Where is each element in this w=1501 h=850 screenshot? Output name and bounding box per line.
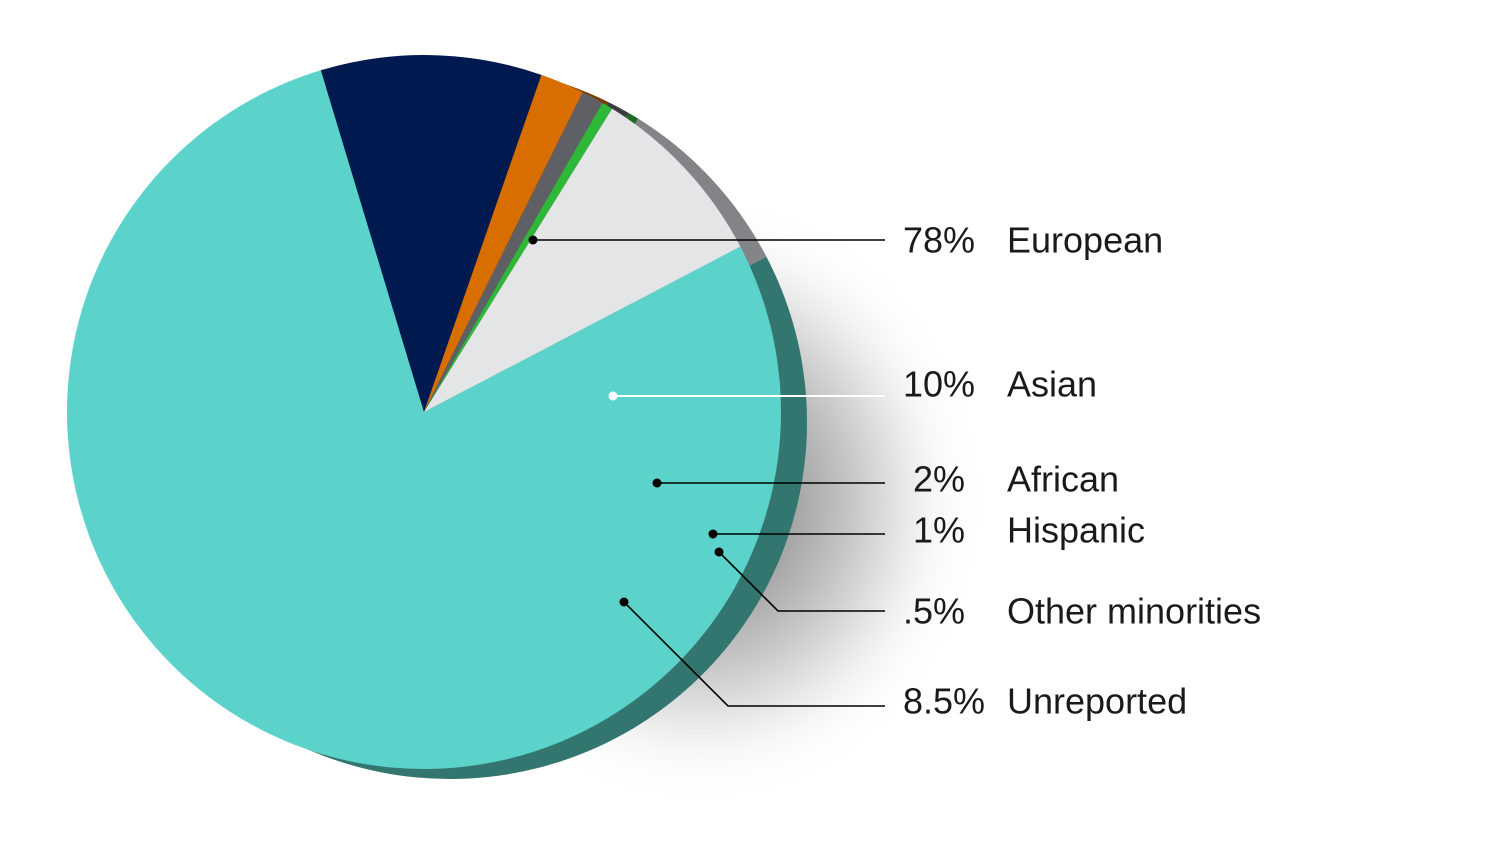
- label-layer: 78% European 10% Asian 2% African 1% Hispanic .5…: [903, 220, 1261, 722]
- leader-dot-african: [652, 478, 662, 488]
- pie-slice-layer: [66, 55, 781, 770]
- slice-value-label-hispanic: 1%: [913, 510, 965, 551]
- pie-slice-asian: [320, 55, 542, 413]
- leader-line-other-minorities: [718, 551, 885, 612]
- slice-category-label-european: European: [1007, 220, 1163, 261]
- slice-value-label-european: 78%: [903, 220, 975, 261]
- pie-slice-other-minorities: [424, 102, 613, 412]
- slice-category-label-hispanic: Hispanic: [1007, 510, 1145, 551]
- pie-slice-unreported: [424, 108, 741, 412]
- slice-category-label-african: African: [1007, 459, 1119, 500]
- slice-category-label-other-minorities: Other minorities: [1007, 591, 1261, 632]
- leader-dot-european: [528, 235, 538, 245]
- pie-slice-african: [424, 74, 583, 413]
- slice-category-label-asian: Asian: [1007, 364, 1097, 405]
- slice-value-label-other-minorities: .5%: [903, 591, 965, 632]
- slice-value-label-asian: 10%: [903, 364, 975, 405]
- leader-dot-asian: [608, 391, 618, 401]
- slice-category-label-unreported: Unreported: [1007, 681, 1187, 722]
- slice-value-label-african: 2%: [913, 459, 965, 500]
- pie-slice-hispanic: [424, 92, 603, 412]
- leader-dot-hispanic: [708, 529, 718, 539]
- leader-line-layer: [528, 235, 885, 707]
- slice-value-label-unreported: 8.5%: [903, 681, 985, 722]
- leader-line-unreported: [623, 601, 885, 707]
- leader-dot-other-minorities: [714, 547, 724, 557]
- leader-dot-unreported: [619, 597, 629, 607]
- pie-slice-european: [66, 70, 781, 770]
